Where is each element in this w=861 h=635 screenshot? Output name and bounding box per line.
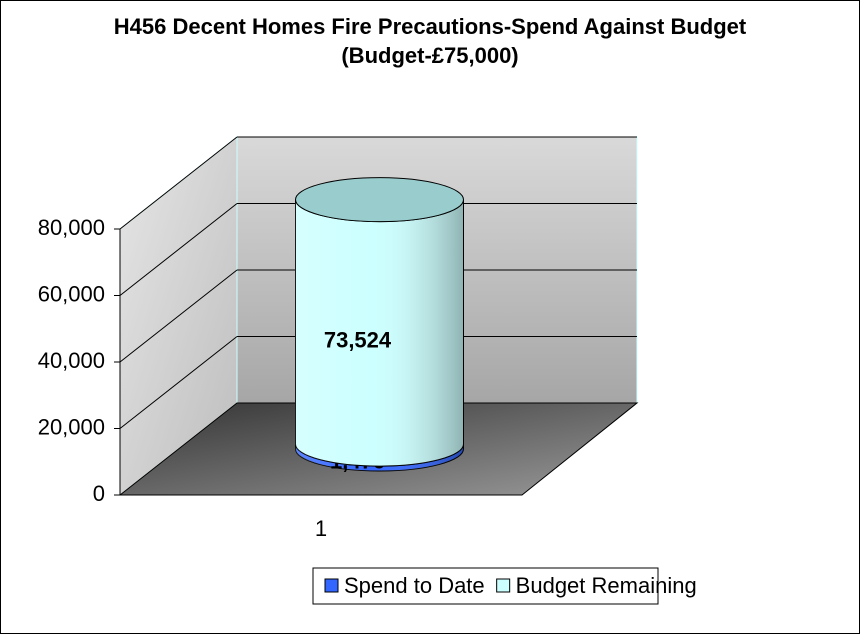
cylinder-top bbox=[295, 177, 464, 223]
legend-label: Budget Remaining bbox=[516, 573, 697, 598]
y-tick-label: 40,000 bbox=[38, 348, 105, 373]
y-tick-label: 20,000 bbox=[38, 414, 105, 439]
cylinder-shade bbox=[295, 199, 464, 467]
legend-label: Spend to Date bbox=[344, 573, 485, 598]
legend-swatch bbox=[324, 578, 339, 593]
legend-box bbox=[312, 567, 659, 605]
grid-line bbox=[119, 269, 238, 363]
data-label: 73,524 bbox=[324, 328, 392, 353]
y-tick-label: 80,000 bbox=[38, 215, 105, 240]
grid-line bbox=[119, 336, 238, 429]
x-tick-label: 1 bbox=[315, 516, 327, 541]
chart-title: H456 Decent Homes Fire Precautions-Spend… bbox=[113, 14, 747, 68]
y-tick-label: 60,000 bbox=[38, 281, 105, 306]
legend-swatch bbox=[496, 578, 511, 593]
cylinder-shade bbox=[295, 444, 464, 471]
y-tick-label: 0 bbox=[93, 481, 105, 506]
grid-line bbox=[119, 203, 238, 296]
grid-line bbox=[119, 136, 238, 230]
